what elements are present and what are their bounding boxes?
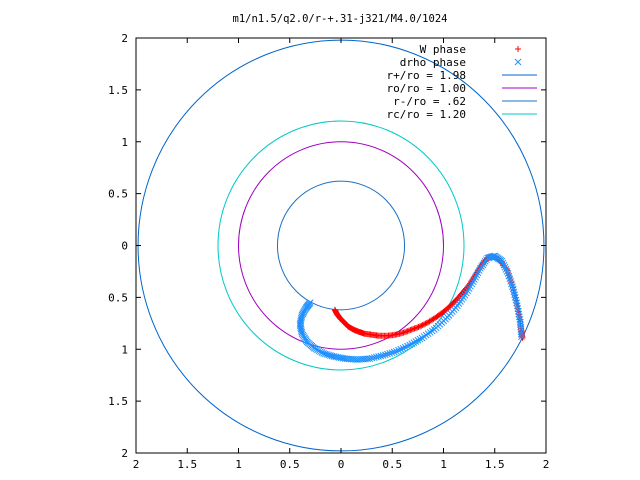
data-point [498,257,506,265]
legend-marker [514,58,522,66]
data-point [390,348,398,356]
data-point [401,343,409,351]
data-point [379,352,387,359]
y-tick-label: 1.5 [108,395,128,408]
reference-circles [137,39,545,452]
circle-ro-ro-1-00 [238,141,444,350]
data-point [412,324,419,331]
y-tick-label: 0.5 [108,291,128,304]
data-point [404,342,411,350]
x-tick-label: 2 [133,458,140,471]
axes: 2 1.5 1 0.5 0 0.5 1 1.5 221.510.500.511.52 [108,32,549,471]
data-point [395,346,402,354]
data-point [392,347,400,355]
legend-label: ro/ro = 1.00 [387,82,466,95]
data-point [502,266,510,273]
data-point [514,307,522,315]
data-point [410,326,417,333]
x-tick-label: 2 [543,458,550,471]
data-point [410,339,418,347]
x-tick-label: 1 [235,458,242,471]
data-point [416,335,424,343]
data-point [501,263,509,271]
y-tick-label: 2 [121,32,128,45]
data-point [406,341,414,349]
data-point [515,310,523,318]
y-tick-label: 1 [121,136,128,149]
data-point [419,322,426,329]
x-tick-label: 0 [338,458,345,471]
data-point [415,323,422,330]
data-point [405,327,412,334]
circle-r-ro-1-98 [137,39,545,452]
data-point [411,325,418,332]
x-tick-label: 1 [440,458,447,471]
data-point [404,328,411,335]
series-w-phase [331,253,526,341]
data-point [377,352,385,360]
data-point [414,336,422,344]
data-point [500,261,508,269]
data-point [416,323,423,330]
data-point [515,313,523,321]
series-drho-phase [296,252,525,363]
legend-label: r-/ro = .62 [393,95,466,108]
data-point [490,252,497,260]
data-point [399,344,407,352]
data-point [513,302,521,310]
legend-label: rc/ro = 1.20 [387,108,466,121]
data-point [397,345,405,353]
data-point [400,329,407,336]
x-tick-label: 1.5 [485,458,505,471]
data-point [421,321,428,328]
data-point [518,333,525,341]
legend-label: r+/ro = 1.98 [387,69,466,82]
data-point [407,327,414,334]
data-point [384,350,391,358]
data-point [422,320,429,327]
legend-label: drho phase [400,56,466,69]
circle-r-ro-62 [276,180,406,311]
data-point [418,322,425,329]
data-point [388,349,396,357]
data-point [401,329,408,336]
x-tick-label: 0.5 [382,458,402,471]
x-tick-label: 0.5 [280,458,300,471]
data-point [503,268,511,275]
data-point [408,326,415,333]
data-point [514,305,522,312]
data-point [517,331,525,338]
data-point [412,338,420,345]
data-point [499,259,507,267]
chart-title: m1/n1.5/q2.0/r-+.31-j321/M4.0/1024 [233,13,448,25]
y-tick-label: 1 [121,343,128,356]
y-tick-label: 0 [121,240,128,253]
y-tick-label: 1.5 [108,84,128,97]
data-point [386,350,394,357]
x-tick-label: 1.5 [177,458,197,471]
data-point [414,324,421,331]
legend-label: W phase [420,43,466,56]
y-tick-label: 0.5 [108,188,128,201]
data-points [296,252,526,363]
y-tick-label: 2 [121,447,128,460]
circle-rc-ro-1-20 [217,120,465,371]
legend-marker [515,46,521,52]
data-point [381,351,389,359]
data-point [403,328,410,335]
data-point [408,340,416,348]
